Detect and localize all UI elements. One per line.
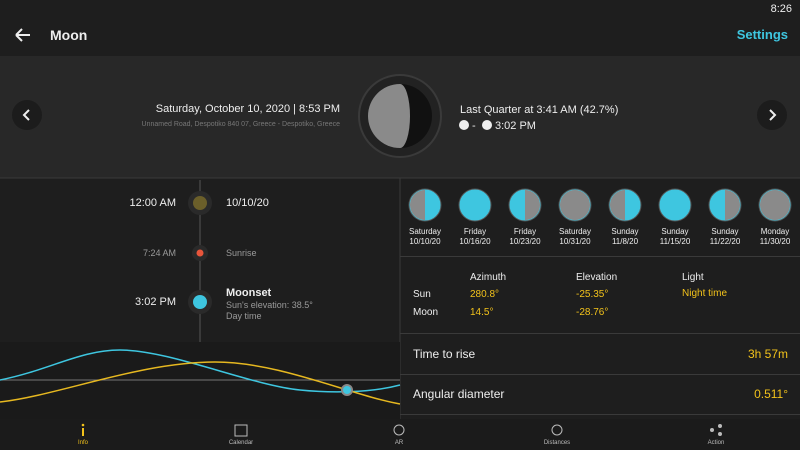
prev-icon: [22, 109, 30, 121]
stat-value: 0.511°: [754, 387, 788, 401]
col-header: Elevation: [576, 272, 618, 283]
phase-icon: [658, 188, 692, 222]
distances-icon[interactable]: [551, 424, 563, 436]
address: Unnamed Road, Despotiko 840 07, Greece -…: [141, 121, 340, 128]
status-time: 8:26: [770, 3, 792, 15]
settings-button[interactable]: Settings: [736, 27, 788, 42]
event-title: Moonset: [226, 287, 272, 299]
phase-lit: [410, 190, 425, 220]
phase-date[interactable]: 10/31/20: [559, 237, 591, 246]
phase-date[interactable]: 10/16/20: [459, 237, 491, 246]
event-title: Sunrise: [226, 248, 257, 258]
stat-label: Time to rise: [413, 347, 476, 361]
back-arrow[interactable]: [15, 28, 30, 42]
col-header: Azimuth: [470, 272, 507, 283]
moonset-icon: [193, 295, 207, 309]
phase-lit: [760, 190, 790, 220]
stat-value: 3h 57m: [747, 347, 788, 361]
phase-icons: [408, 188, 792, 222]
moon-lit: [368, 84, 410, 148]
col-header: Light: [682, 272, 704, 283]
nav-label[interactable]: AR: [394, 440, 404, 446]
phase-date[interactable]: 11/8/20: [611, 237, 639, 246]
action-icon[interactable]: [710, 428, 714, 432]
nav-label[interactable]: Distances: [543, 440, 571, 446]
rise-time: -: [472, 120, 476, 132]
event-time: 12:00 AM: [129, 197, 176, 209]
nav-label[interactable]: Info: [77, 440, 88, 446]
phase-date[interactable]: 10/23/20: [509, 237, 541, 246]
stat-label: Angular diameter: [413, 387, 505, 401]
event-title: 10/10/20: [226, 197, 269, 209]
phase-date[interactable]: 11/22/20: [709, 237, 741, 246]
phase-day[interactable]: Friday: [463, 227, 487, 236]
phase-day[interactable]: Saturday: [558, 227, 592, 236]
nav-icons: [81, 423, 722, 437]
phase-date[interactable]: 10/10/20: [409, 237, 441, 246]
divider: [400, 374, 800, 375]
phase-lit: [610, 190, 625, 220]
phase-lit: [725, 190, 740, 220]
next-button[interactable]: [757, 100, 787, 130]
phase-day[interactable]: Sunday: [661, 227, 689, 236]
phase-lit: [560, 190, 590, 220]
current-position: [341, 384, 353, 396]
date: Saturday, October 10, 2020 | 8:53 PM: [155, 103, 340, 115]
row-label: Sun: [413, 289, 431, 300]
event-detail: Sun's elevation: 38.5°: [226, 300, 313, 310]
nav-label[interactable]: Calendar: [228, 440, 254, 446]
set-time: 3:02 PM: [495, 120, 536, 132]
phase-lit: [525, 190, 540, 220]
azimuth: 14.5°: [470, 307, 494, 318]
azimuth: 280.8°: [470, 289, 500, 300]
divider: [400, 256, 800, 257]
action-icon: [718, 432, 722, 436]
divider: [400, 414, 800, 415]
next-icon: [769, 109, 777, 121]
calendar-icon[interactable]: [234, 424, 248, 437]
phase-day[interactable]: Sunday: [611, 227, 639, 236]
info-icon[interactable]: [82, 428, 84, 436]
set-icon: [482, 120, 492, 130]
prev-button[interactable]: [12, 100, 42, 130]
action-icon: [718, 424, 722, 428]
phase-day[interactable]: Friday: [513, 227, 537, 236]
phase-day[interactable]: Saturday: [408, 227, 442, 236]
event-detail: Day time: [226, 311, 262, 321]
rise-icon: [459, 120, 469, 130]
event-time: 7:24 AM: [142, 248, 176, 258]
info-icon-dot: [81, 423, 85, 427]
divider: [400, 333, 800, 334]
phase-icon: [458, 188, 492, 222]
nav-label[interactable]: Action: [707, 440, 725, 446]
phase-day[interactable]: Sunday: [711, 227, 739, 236]
phase-day[interactable]: Monday: [760, 227, 790, 236]
light: Night time: [682, 288, 728, 299]
phase-date[interactable]: 11/30/20: [759, 237, 791, 246]
ar-icon[interactable]: [393, 424, 405, 436]
timeline-moon: [193, 196, 207, 210]
event-time: 3:02 PM: [135, 296, 176, 308]
app-title: Moon: [50, 27, 88, 43]
row-label: Moon: [413, 307, 439, 318]
phase-date[interactable]: 11/15/20: [659, 237, 691, 246]
elevation: -25.35°: [576, 289, 609, 300]
phase-text: Last Quarter at 3:41 AM (42.7%): [460, 104, 619, 116]
sunrise-dot: [196, 249, 204, 257]
elevation: -28.76°: [576, 307, 609, 318]
